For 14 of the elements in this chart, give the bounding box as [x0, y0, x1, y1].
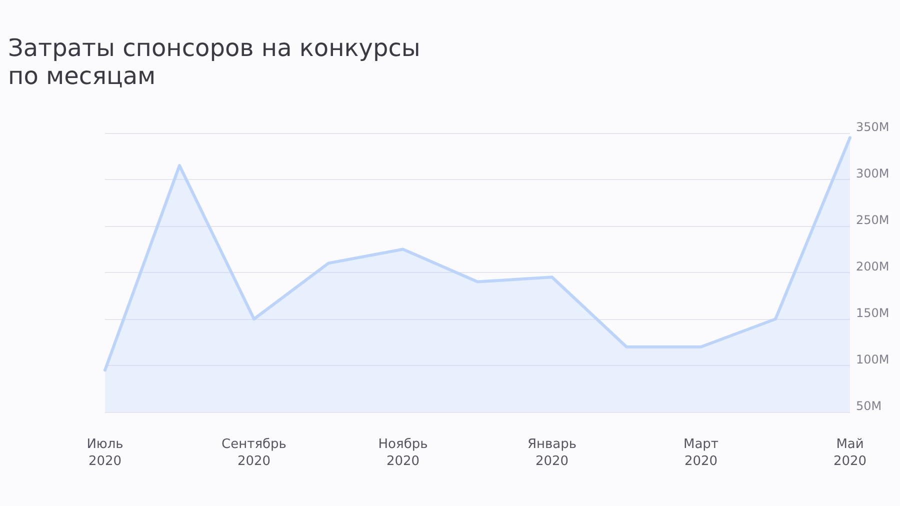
y-tick-label: 50M [856, 399, 882, 413]
x-tick-label: Ноябрь 2020 [378, 437, 428, 469]
x-tick-label: Январь 2020 [527, 437, 577, 469]
x-tick-label: Март 2020 [683, 437, 719, 469]
y-tick-label: 250M [856, 213, 890, 227]
x-tick-label: Сентябрь 2020 [222, 437, 286, 469]
x-tick-label: Июль 2020 [86, 437, 124, 469]
y-tick-label: 300M [856, 166, 890, 180]
x-tick-label: Май 2020 [833, 437, 867, 469]
y-tick-label: 100M [856, 352, 890, 366]
chart-title: Затраты спонсоров на конкурсы по месяцам [8, 34, 422, 90]
y-tick-label: 150M [856, 306, 890, 320]
y-tick-label: 350M [856, 120, 890, 134]
y-tick-label: 200M [856, 260, 890, 274]
